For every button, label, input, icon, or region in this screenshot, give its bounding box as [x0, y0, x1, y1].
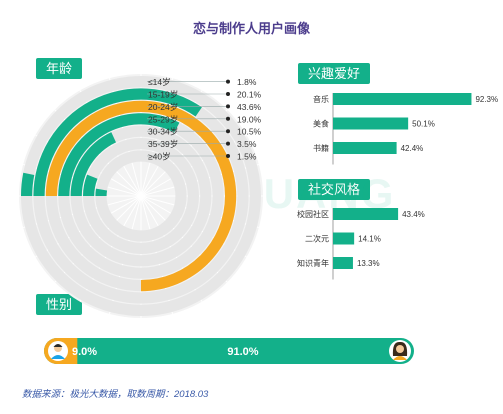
interest-bar — [333, 117, 409, 130]
age-section-label: 年龄 — [36, 58, 83, 79]
age-category-label: ≥40岁 — [148, 152, 171, 162]
age-category-label: 35-39岁 — [148, 139, 178, 149]
age-category-label: 15-19岁 — [148, 90, 178, 100]
data-source-footer: 数据来源：极光大数据，取数周期：2018.03 — [22, 389, 209, 400]
age-value-label: 43.6% — [237, 102, 262, 112]
social-value-label: 13.3% — [357, 259, 380, 268]
age-leader-dot — [226, 92, 230, 96]
age-value-label: 1.8% — [237, 77, 257, 87]
age-leader-dot — [226, 116, 230, 121]
social-category-label: 校园社区 — [297, 209, 329, 219]
age-ring-bar — [21, 172, 35, 196]
age-ring-bar — [95, 188, 108, 196]
male-avatar-hair — [53, 344, 63, 347]
social-bar — [333, 257, 353, 269]
age-value-label: 10.5% — [237, 127, 262, 137]
interest-value-label: 42.4% — [401, 144, 424, 153]
age-leader-dot — [226, 129, 230, 134]
gender-section-label: 性别 — [36, 294, 83, 315]
interest-value-label: 92.3% — [475, 95, 498, 104]
interest-section-label: 兴趣爱好 — [298, 63, 371, 84]
gender-bar-female — [44, 338, 414, 364]
age-ring-bar — [70, 132, 117, 196]
interest-category-label: 美食 — [313, 119, 329, 129]
age-value-label: 19.0% — [237, 114, 262, 124]
social-bar — [333, 232, 355, 245]
age-ring-bar — [83, 174, 98, 196]
age-category-label: 30-34岁 — [148, 127, 178, 137]
female-avatar-body — [393, 356, 407, 360]
age-leader-dot — [226, 79, 230, 84]
social-section-label: 社交风格 — [298, 179, 371, 200]
female-avatar-face — [396, 345, 404, 353]
social-value-label: 43.4% — [402, 210, 425, 219]
male-avatar-body — [51, 355, 65, 359]
social-value-label: 14.1% — [358, 235, 381, 244]
page-title: 恋与制作人用户画像 — [192, 21, 310, 36]
social-category-label: 知识青年 — [297, 258, 329, 268]
interest-category-label: 书籍 — [313, 143, 329, 153]
interest-bar — [333, 142, 397, 154]
age-value-label: 1.5% — [237, 152, 257, 162]
age-value-label: 20.1% — [237, 90, 262, 100]
interest-bar — [333, 93, 472, 105]
age-ring-bar — [58, 113, 180, 196]
age-ring-bar — [33, 88, 202, 196]
age-value-label: 3.5% — [237, 139, 257, 149]
age-category-label: ≤14岁 — [148, 77, 171, 87]
gender-female-value-label: 91.0% — [227, 346, 258, 358]
social-category-label: 二次元 — [305, 234, 329, 244]
interest-category-label: 音乐 — [313, 94, 329, 104]
interest-value-label: 50.1% — [412, 120, 435, 129]
age-category-label: 20-24岁 — [148, 102, 178, 112]
age-leader-dot — [226, 154, 230, 158]
age-category-label: 25-29岁 — [148, 114, 178, 124]
gender-male-value-label: 9.0% — [72, 346, 97, 358]
age-leader-dot — [226, 141, 230, 146]
age-leader-dot — [226, 104, 230, 109]
social-bar — [333, 208, 399, 220]
